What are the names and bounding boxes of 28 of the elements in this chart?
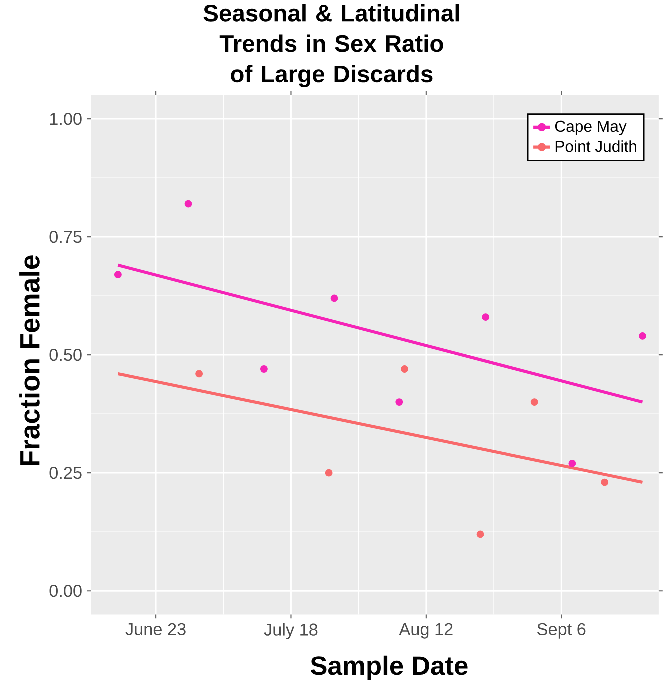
point	[476, 530, 484, 538]
x-tick-label: June 23	[126, 623, 186, 636]
point	[568, 460, 576, 468]
x-tick-label: July 18	[264, 623, 318, 640]
y-tick-label: 0.75	[50, 230, 82, 244]
legend-label: Point Judith	[556, 140, 636, 152]
point	[184, 200, 192, 208]
point	[638, 332, 646, 340]
chart-title: Seasonal & Latitudinal Trends in Sex Ratio of Large Discards	[204, 4, 459, 88]
x-tick-label: Sept 6	[537, 623, 586, 639]
y-tick-label: 0.00	[50, 585, 82, 598]
point	[400, 366, 408, 373]
y-tick-label: 1.00	[50, 112, 82, 126]
point	[395, 398, 403, 406]
point	[260, 366, 268, 373]
point	[195, 370, 203, 378]
point	[325, 469, 333, 477]
y-tick-label: 0.50	[50, 348, 82, 362]
point	[330, 294, 338, 302]
point	[530, 398, 538, 406]
y-axis-title: Fraction Female	[19, 256, 40, 466]
point	[114, 271, 122, 279]
point	[482, 314, 490, 322]
point	[600, 478, 608, 486]
y-tick-label: 0.25	[50, 467, 82, 480]
x-axis-title: Sample Date	[310, 656, 468, 681]
x-tick-label: Aug 12	[399, 623, 453, 639]
legend-label: Cape May	[555, 120, 627, 136]
